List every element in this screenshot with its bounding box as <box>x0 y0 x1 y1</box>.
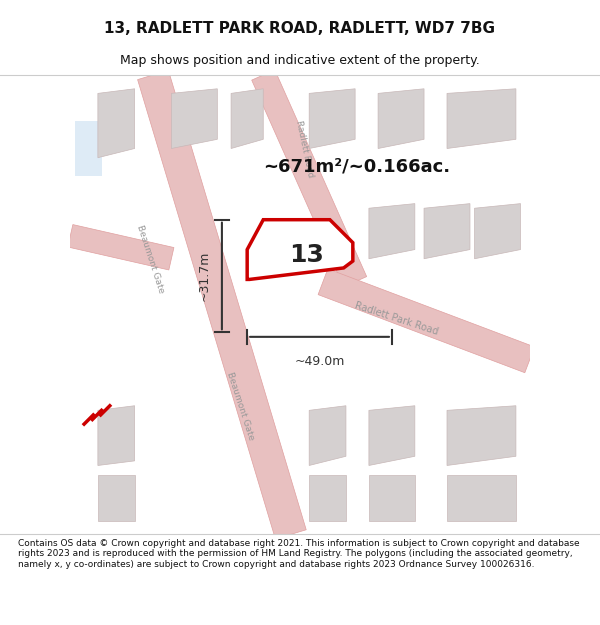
Text: Radlett Park Road: Radlett Park Road <box>353 300 440 337</box>
Text: ~31.7m: ~31.7m <box>197 251 211 301</box>
Polygon shape <box>75 121 103 176</box>
Text: Radlett Road: Radlett Road <box>294 119 315 178</box>
Polygon shape <box>424 204 470 259</box>
Polygon shape <box>309 89 355 149</box>
Polygon shape <box>447 89 516 149</box>
Text: Beaumont Gate: Beaumont Gate <box>225 371 256 441</box>
Text: 13, RADLETT PARK ROAD, RADLETT, WD7 7BG: 13, RADLETT PARK ROAD, RADLETT, WD7 7BG <box>104 21 496 36</box>
Polygon shape <box>98 474 134 521</box>
Polygon shape <box>172 89 217 149</box>
Text: 13: 13 <box>289 243 325 267</box>
Polygon shape <box>252 70 367 287</box>
Polygon shape <box>309 474 346 521</box>
Polygon shape <box>98 406 134 466</box>
Text: Contains OS data © Crown copyright and database right 2021. This information is : Contains OS data © Crown copyright and d… <box>18 539 580 569</box>
Text: ~49.0m: ~49.0m <box>295 355 345 368</box>
Polygon shape <box>369 204 415 259</box>
Polygon shape <box>447 406 516 466</box>
Text: Beaumont Gate: Beaumont Gate <box>136 224 166 294</box>
Polygon shape <box>98 89 134 158</box>
Polygon shape <box>378 89 424 149</box>
Polygon shape <box>309 406 346 466</box>
Polygon shape <box>318 269 535 372</box>
Polygon shape <box>137 71 306 539</box>
Text: ~671m²/~0.166ac.: ~671m²/~0.166ac. <box>263 158 451 176</box>
Polygon shape <box>369 406 415 466</box>
Polygon shape <box>369 474 415 521</box>
Polygon shape <box>68 224 174 270</box>
Polygon shape <box>475 204 521 259</box>
Text: Map shows position and indicative extent of the property.: Map shows position and indicative extent… <box>120 54 480 67</box>
Polygon shape <box>447 474 516 521</box>
Polygon shape <box>231 89 263 149</box>
Polygon shape <box>247 220 353 279</box>
